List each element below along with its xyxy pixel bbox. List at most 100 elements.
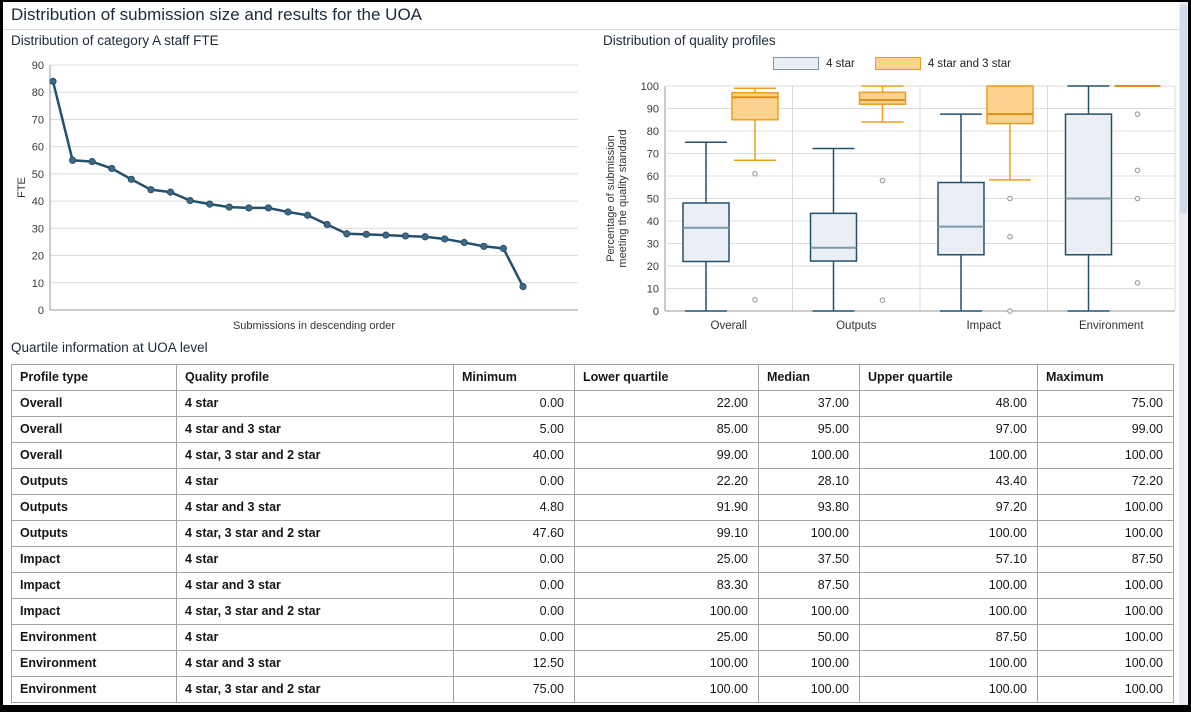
- legend-swatch-4-star: [773, 57, 820, 70]
- svg-text:60: 60: [32, 142, 44, 154]
- table-cell: 100.00: [859, 442, 1038, 469]
- table-cell: 99.00: [574, 442, 759, 469]
- table-cell: 100.00: [859, 650, 1038, 677]
- svg-text:90: 90: [647, 104, 659, 116]
- table-cell: 4 star: [176, 546, 454, 573]
- svg-text:FTE: FTE: [16, 177, 28, 198]
- table-row: Outputs 4 star and 3 star 4.80 91.90 93.80 97…: [11, 494, 1174, 521]
- table-cell: 12.50: [453, 650, 575, 677]
- table-cell: 0.00: [453, 624, 575, 651]
- svg-text:70: 70: [32, 114, 44, 126]
- table-cell: 4 star and 3 star: [176, 650, 454, 677]
- title-divider: [3, 29, 1188, 30]
- table-cell: 93.80: [758, 494, 860, 521]
- table-row: Overall 4 star and 3 star 5.00 85.00 95.00 97…: [11, 416, 1174, 443]
- table-row: Environment 4 star and 3 star 12.50 100.00 1…: [11, 650, 1174, 677]
- table-cell: 0.00: [453, 598, 575, 625]
- table-cell: 100.00: [1037, 572, 1174, 599]
- table-cell: 99.10: [574, 520, 759, 547]
- svg-text:Impact: Impact: [966, 320, 1001, 332]
- page-title: Distribution of submission size and resu…: [11, 5, 423, 24]
- table-cell: 100.00: [859, 598, 1038, 625]
- scrollbar-thumb[interactable]: [1180, 4, 1187, 214]
- table-row: Outputs 4 star 0.00 22.20 28.10 43.40 72.20: [11, 468, 1174, 495]
- table-cell: 43.40: [859, 468, 1038, 495]
- legend-label-4-star-and-3-star: 4 star and 3 star: [927, 57, 1011, 70]
- svg-text:Environment: Environment: [1079, 320, 1144, 332]
- legend-swatch-4-star-and-3-star: [874, 57, 921, 70]
- table-cell: Outputs: [11, 468, 177, 495]
- table-cell: Overall: [11, 442, 177, 469]
- table-cell: 83.30: [574, 572, 759, 599]
- svg-text:90: 90: [32, 60, 44, 72]
- column-header: Upper quartile: [859, 364, 1038, 391]
- table-cell: 4 star: [176, 390, 454, 417]
- svg-text:30: 30: [647, 239, 659, 251]
- svg-text:30: 30: [32, 223, 44, 235]
- table-row: Environment 4 star 0.00 25.00 50.00 87.50 100.…: [11, 624, 1174, 651]
- svg-text:Submissions in descending orde: Submissions in descending order: [233, 320, 395, 332]
- table-cell: 91.90: [574, 494, 759, 521]
- table-cell: 25.00: [574, 546, 759, 573]
- table-cell: Outputs: [11, 520, 177, 547]
- table-cell: 57.10: [859, 546, 1038, 573]
- table-cell: 100.00: [574, 598, 759, 625]
- table-cell: 4 star, 3 star and 2 star: [176, 442, 454, 469]
- table-header-row: Profile type Quality profile Minimum Lower …: [11, 364, 1174, 391]
- column-header: Median: [758, 364, 860, 391]
- column-header: Quality profile: [176, 364, 454, 391]
- table-cell: 87.50: [1037, 546, 1174, 573]
- svg-text:40: 40: [32, 196, 44, 208]
- table-row: Impact 4 star and 3 star 0.00 83.30 87.50 100…: [11, 572, 1174, 599]
- svg-text:Outputs: Outputs: [836, 320, 877, 332]
- table-cell: 100.00: [1037, 676, 1174, 703]
- table-cell: 47.60: [453, 520, 575, 547]
- table-cell: Overall: [11, 390, 177, 417]
- table-cell: 25.00: [574, 624, 759, 651]
- svg-text:80: 80: [647, 126, 659, 138]
- table-cell: 22.00: [574, 390, 759, 417]
- table-cell: 100.00: [1037, 494, 1174, 521]
- legend-label-4-star: 4 star: [826, 57, 855, 70]
- column-header: Minimum: [453, 364, 575, 391]
- table-cell: 37.00: [758, 390, 860, 417]
- table-cell: 40.00: [453, 442, 575, 469]
- table-cell: 100.00: [758, 520, 860, 547]
- svg-text:0: 0: [653, 306, 659, 318]
- table-cell: 100.00: [859, 520, 1038, 547]
- svg-text:50: 50: [647, 194, 659, 206]
- scrollbar[interactable]: [1179, 2, 1188, 705]
- svg-text:10: 10: [647, 284, 659, 296]
- table-cell: Impact: [11, 546, 177, 573]
- table-row: Outputs 4 star, 3 star and 2 star 47.60 99.…: [11, 520, 1174, 547]
- quartile-table: Profile type Quality profile Minimum Lower …: [11, 364, 1174, 703]
- legend-item-4-star: 4 star: [773, 57, 855, 70]
- fte-chart-title: Distribution of category A staff FTE: [11, 33, 219, 48]
- table-cell: 4 star, 3 star and 2 star: [176, 598, 454, 625]
- table-row: Impact 4 star 0.00 25.00 37.50 57.10 87.50: [11, 546, 1174, 573]
- table-cell: 0.00: [453, 572, 575, 599]
- table-row: Environment 4 star, 3 star and 2 star 75.0…: [11, 676, 1174, 703]
- table-cell: 0.00: [453, 546, 575, 573]
- table-heading: Quartile information at UOA level: [11, 340, 208, 355]
- table-cell: 100.00: [1037, 650, 1174, 677]
- table-row: Overall 4 star 0.00 22.00 37.00 48.00 75.00: [11, 390, 1174, 417]
- table-cell: 4 star: [176, 468, 454, 495]
- table-cell: 100.00: [1037, 442, 1174, 469]
- quality-chart-title: Distribution of quality profiles: [603, 33, 776, 48]
- table-cell: 87.50: [758, 572, 860, 599]
- table-cell: 75.00: [1037, 390, 1174, 417]
- table-cell: 100.00: [758, 442, 860, 469]
- column-header: Profile type: [11, 364, 177, 391]
- table-cell: 85.00: [574, 416, 759, 443]
- table-cell: 4.80: [453, 494, 575, 521]
- table-cell: 97.20: [859, 494, 1038, 521]
- table-cell: 100.00: [1037, 598, 1174, 625]
- table-cell: 28.10: [758, 468, 860, 495]
- table-cell: 100.00: [574, 650, 759, 677]
- svg-text:40: 40: [647, 216, 659, 228]
- table-cell: Environment: [11, 650, 177, 677]
- table-cell: 50.00: [758, 624, 860, 651]
- svg-text:50: 50: [32, 169, 44, 181]
- table-row: Impact 4 star, 3 star and 2 star 0.00 100.0…: [11, 598, 1174, 625]
